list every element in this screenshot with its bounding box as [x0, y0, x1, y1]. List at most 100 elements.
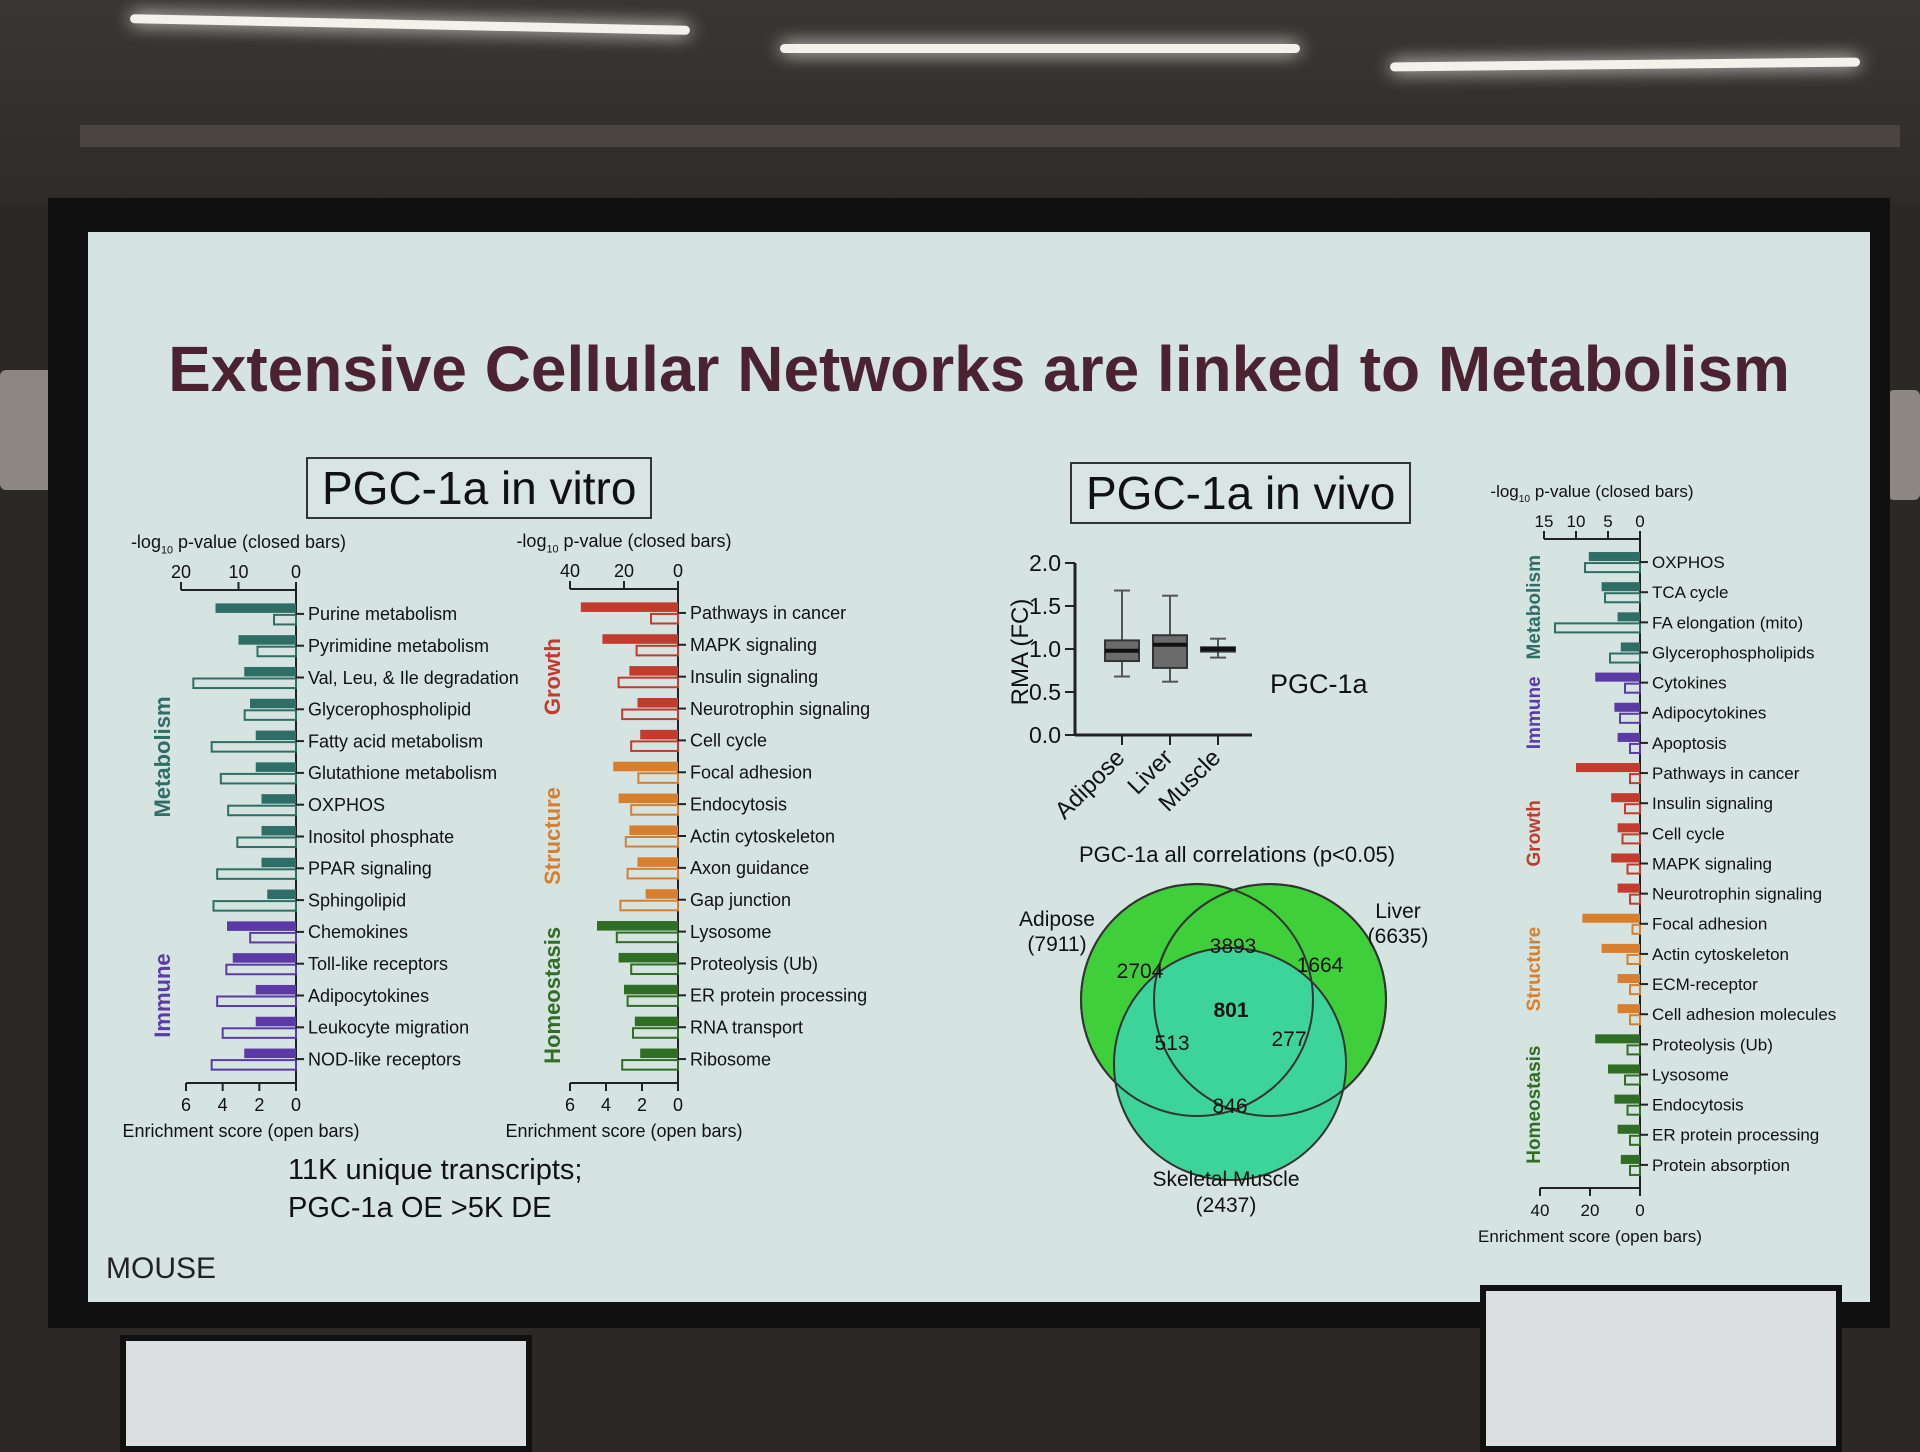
pvalue-bar — [227, 921, 296, 931]
pathway-label: Adipocytokines — [1652, 704, 1766, 723]
pvalue-tick-label: 20 — [614, 561, 634, 581]
enrichment-bar — [1629, 1014, 1641, 1026]
enrichment-bar — [1554, 622, 1641, 634]
pathway-label: OXPHOS — [308, 795, 385, 815]
pvalue-bar — [1582, 913, 1640, 923]
enrichment-axis-title: Enrichment score (open bars) — [505, 1121, 742, 1141]
wall-speaker — [1888, 390, 1920, 500]
venn-title: PGC-1a all correlations (p<0.05) — [1079, 842, 1395, 867]
venn-set-total: (6635) — [1368, 925, 1429, 948]
pvalue-bar — [1614, 1094, 1640, 1104]
pvalue-bar — [267, 889, 296, 900]
enrichment-bar — [626, 995, 679, 1007]
enrichment-bar — [192, 677, 297, 690]
pathway-label: MAPK signaling — [1652, 854, 1772, 873]
pvalue-bar — [618, 793, 678, 804]
boxplot-y-tick-label: 0.5 — [1029, 679, 1061, 705]
enrichment-bar — [1624, 803, 1641, 815]
pvalue-tick-label: 10 — [228, 562, 248, 582]
boxplot-y-label: RMA (FC) — [1007, 599, 1034, 706]
pvalue-bar — [597, 921, 678, 931]
pathway-label: Focal adhesion — [690, 763, 812, 783]
pvalue-bar — [637, 697, 678, 708]
enrichment-bar — [1609, 652, 1641, 664]
pathway-label: Glycerophospholipid — [308, 700, 471, 720]
ceiling-light — [780, 44, 1300, 53]
pathway-label: NOD-like receptors — [308, 1049, 461, 1069]
pathway-label: Axon guidance — [690, 858, 809, 878]
pvalue-bar — [255, 730, 296, 741]
pvalue-bar — [634, 1016, 678, 1027]
enrichment-tick-label: 2 — [254, 1095, 264, 1115]
enrichment-bar — [210, 741, 298, 753]
enrichment-bar — [210, 1059, 298, 1071]
pathway-label: Endocytosis — [1652, 1096, 1744, 1115]
boxplot-y-tick-label: 0.0 — [1029, 722, 1061, 748]
pvalue-bar — [637, 857, 678, 867]
pvalue-bar — [618, 952, 678, 963]
pvalue-tick-label: 20 — [171, 562, 191, 582]
pvalue-bar — [1617, 974, 1640, 984]
pvalue-bar — [1617, 883, 1640, 893]
pvalue-bar — [1617, 732, 1640, 742]
enrichment-bar — [1629, 984, 1641, 996]
pathway-label: Lysosome — [1652, 1065, 1729, 1084]
pvalue-bar — [261, 825, 296, 836]
pvalue-bar — [255, 984, 296, 995]
pathway-label: Apoptosis — [1652, 734, 1727, 753]
pathway-label: Actin cytoskeleton — [1652, 945, 1789, 964]
pvalue-bar — [1576, 763, 1640, 773]
pvalue-bar — [215, 603, 296, 613]
pathway-label: FA elongation (mito) — [1652, 613, 1803, 632]
venn-outline-adipose — [1080, 883, 1314, 1117]
pvalue-bar — [261, 794, 296, 804]
enrichment-bar — [1621, 833, 1641, 845]
pathway-label: Pathways in cancer — [1652, 764, 1800, 783]
pathway-label: Gap junction — [690, 890, 791, 910]
enrichment-bar — [216, 868, 298, 880]
enrichment-tick-label: 0 — [291, 1095, 301, 1115]
enrichment-bar — [1629, 742, 1641, 754]
pathway-label: Cell adhesion molecules — [1652, 1005, 1836, 1024]
boxplot-y-tick-label: 1.5 — [1029, 593, 1061, 619]
enrichment-bar — [1629, 1134, 1641, 1146]
enrichment-tick-label: 20 — [1581, 1201, 1600, 1220]
in-vitro-label: PGC-1a in vitro — [306, 457, 653, 519]
boxplot-category-label: Adipose — [1050, 744, 1130, 824]
enrichment-tick-label: 40 — [1531, 1201, 1550, 1220]
enrichment-bar — [1584, 562, 1641, 574]
transcripts-note: 11K unique transcripts; — [288, 1154, 583, 1186]
confidence-monitor-right — [1480, 1285, 1842, 1452]
pvalue-tick-label: 15 — [1535, 512, 1554, 531]
enrichment-tick-label: 0 — [1635, 1201, 1644, 1220]
enrichment-bar — [1631, 923, 1641, 935]
pvalue-bar — [1595, 1034, 1640, 1044]
pvalue-axis-title: -log10 p-value (closed bars) — [131, 532, 346, 556]
enrichment-tick-label: 6 — [181, 1095, 191, 1115]
enrichment-bar — [1604, 592, 1641, 604]
enrichment-bar — [1619, 712, 1641, 724]
enrichment-tick-label: 4 — [218, 1095, 228, 1115]
pathway-label: Proteolysis (Ub) — [690, 954, 818, 974]
gene-label: PGC-1a — [1270, 669, 1369, 699]
pvalue-tick-label: 10 — [1567, 512, 1586, 531]
venn-circle-muscle — [1113, 947, 1347, 1181]
pvalue-bar — [1601, 943, 1640, 953]
enrichment-bar — [617, 676, 679, 689]
pvalue-bar — [645, 889, 678, 899]
venn-region-muscle-only: 846 — [1212, 1095, 1247, 1118]
boxplot-y-tick-label: 2.0 — [1029, 550, 1061, 576]
pvalue-tick-label: 5 — [1603, 512, 1612, 531]
pvalue-bar — [244, 1048, 296, 1059]
enrichment-bar — [236, 836, 297, 849]
pathway-label: ECM-receptor — [1652, 975, 1758, 994]
pvalue-bar — [250, 698, 296, 709]
enrichment-bar — [249, 931, 298, 944]
group-label: Metabolism — [1524, 555, 1545, 660]
venn-region-adipose-only: 2704 — [1117, 960, 1164, 983]
enrichment-bar — [1629, 773, 1641, 785]
group-label: Metabolism — [150, 696, 175, 817]
pathway-label: Endocytosis — [690, 794, 787, 814]
pathway-label: Sphingolipid — [308, 890, 406, 910]
